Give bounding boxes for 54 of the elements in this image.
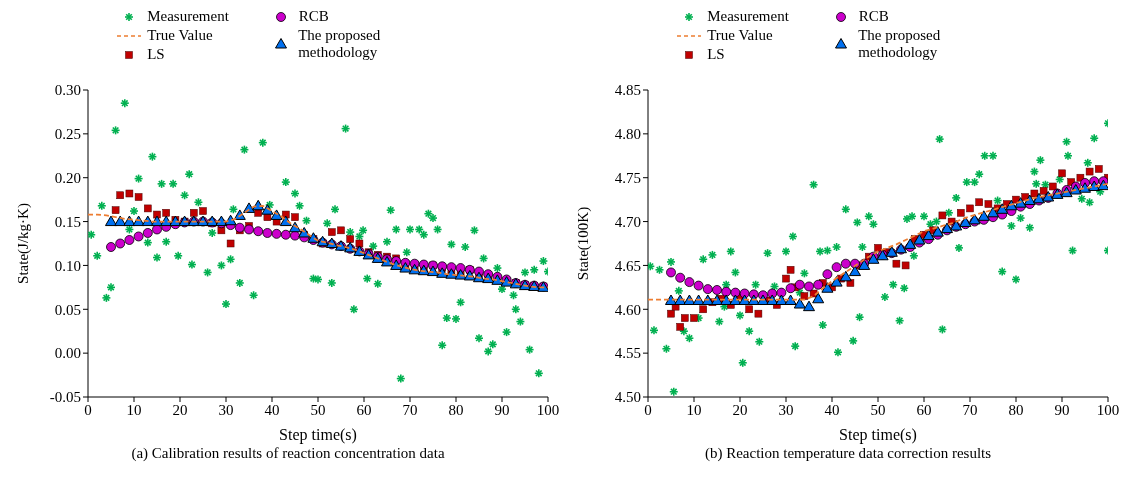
y-tick-label: 4.70 — [614, 213, 641, 230]
x-tick-label: 80 — [1008, 401, 1024, 418]
y-tick-label: 4.55 — [614, 345, 641, 362]
x-tick-label: 10 — [126, 401, 142, 418]
y-tick-label: 4.85 — [614, 82, 641, 99]
x-tick-label: 0 — [644, 401, 652, 418]
x-tick-label: 90 — [1054, 401, 1070, 418]
x-tick-label: 100 — [536, 401, 560, 418]
x-tick-label: 50 — [310, 401, 326, 418]
text: (a) Calibration results of reaction concentration data — [130, 445, 446, 462]
x-axis-title: Step time(s) — [278, 425, 358, 445]
legend-label: LS — [707, 46, 725, 63]
x-tick-label: 20 — [172, 401, 188, 418]
legend-label: Measurement — [707, 8, 789, 25]
y-tick-label: 4.50 — [614, 389, 641, 406]
x-tick-label: 90 — [494, 401, 510, 418]
x-axis-title: Step time(s) — [838, 425, 918, 445]
y-tick-label: 0.10 — [54, 257, 81, 274]
x-tick-label: 70 — [402, 401, 418, 418]
x-tick-label: 40 — [824, 401, 840, 418]
y-tick-label: 0.20 — [54, 170, 81, 187]
y-tick-label: 4.80 — [614, 126, 641, 143]
legend-label: RCB — [858, 8, 889, 25]
text: (b) Reaction temperature data correction results — [703, 445, 993, 462]
legend-label: The proposed methodology — [858, 27, 942, 61]
x-tick-label: 60 — [356, 401, 372, 418]
y-axis-title: State(J/kg·K) — [15, 203, 33, 284]
y-tick-label: 4.65 — [614, 257, 641, 274]
x-tick-label: 70 — [962, 401, 978, 418]
y-tick-label: 0.25 — [54, 126, 81, 143]
y-tick-label: 4.60 — [614, 301, 641, 318]
x-tick-label: 30 — [778, 401, 794, 418]
legend-label: True Value — [707, 27, 773, 44]
x-tick-label: 0 — [84, 401, 92, 418]
legend-label: RCB — [298, 8, 329, 25]
x-tick-label: 80 — [448, 401, 464, 418]
legend-label: LS — [147, 46, 165, 63]
x-tick-label: 30 — [218, 401, 234, 418]
y-tick-label: 0.15 — [54, 213, 81, 230]
y-tick-label: -0.05 — [49, 389, 81, 406]
legend-label: Measurement — [147, 8, 229, 25]
y-tick-label: 0.05 — [54, 301, 81, 318]
x-tick-label: 20 — [732, 401, 748, 418]
x-tick-label: 40 — [264, 401, 280, 418]
legend-label: The proposed methodology — [298, 27, 382, 61]
x-tick-label: 100 — [1096, 401, 1120, 418]
y-tick-label: 0.30 — [54, 82, 81, 99]
x-tick-label: 60 — [916, 401, 932, 418]
x-tick-label: 50 — [870, 401, 886, 418]
y-tick-label: 0.00 — [54, 345, 81, 362]
x-tick-label: 10 — [686, 401, 702, 418]
y-tick-label: 4.75 — [614, 170, 641, 187]
legend-label: True Value — [147, 27, 213, 44]
y-axis-title: State(100K) — [575, 206, 593, 281]
